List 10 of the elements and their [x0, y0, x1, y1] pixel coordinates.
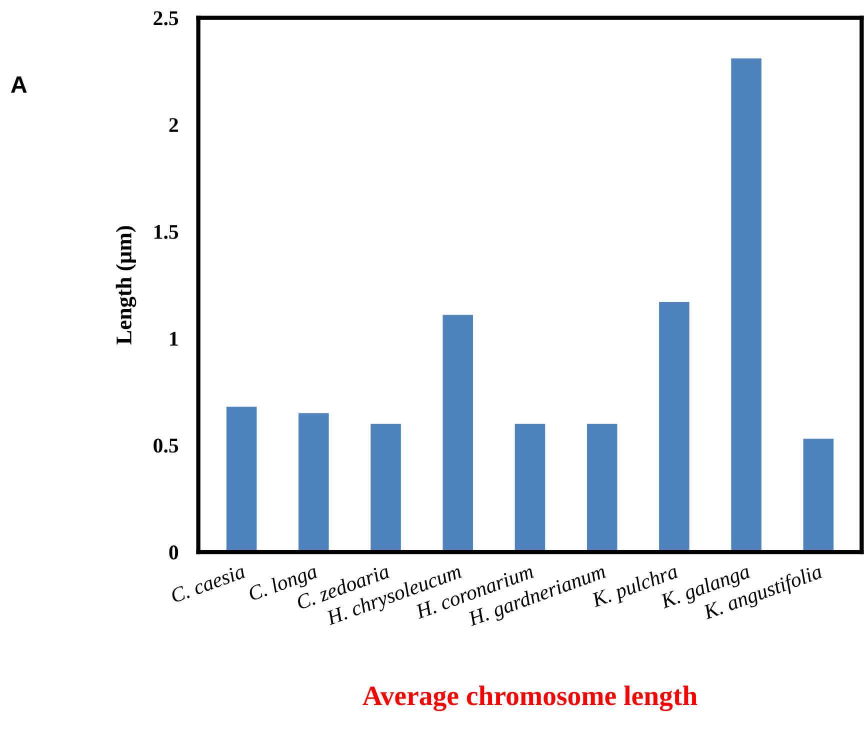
y-tick-label: 2 — [169, 118, 178, 132]
y-tick-label: 0 — [169, 545, 178, 560]
x-axis-title: Average chromosome length — [362, 686, 698, 712]
x-tick-label: C. caesia — [170, 564, 246, 604]
y-tick-label: 1 — [170, 332, 178, 346]
y-tick-label: 1.5 — [154, 224, 178, 240]
y-tick-label: 0.5 — [154, 438, 178, 453]
y-axis-title: Length (µm) — [116, 226, 136, 344]
y-tick-label: 2.5 — [154, 11, 178, 26]
text: A — [10, 76, 27, 93]
